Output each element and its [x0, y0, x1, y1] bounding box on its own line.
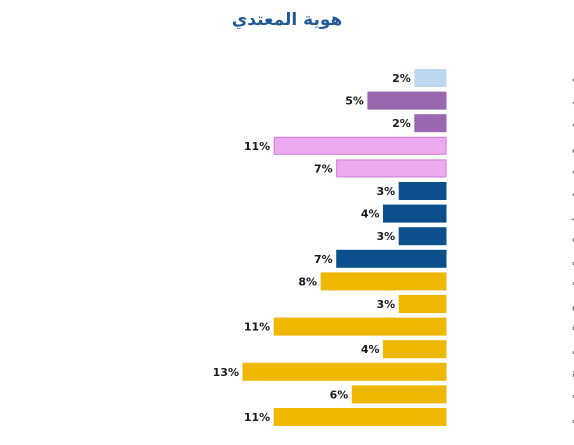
data-label: 4% [361, 343, 380, 356]
category-label: ابن عم\ة - ابن خال\ة [572, 321, 574, 334]
data-label: 11% [244, 140, 270, 153]
data-label: 7% [314, 253, 333, 266]
category-label: اب [572, 388, 574, 401]
bar [414, 69, 447, 87]
data-label: 11% [244, 411, 270, 424]
bar [383, 204, 447, 223]
bar [383, 340, 447, 359]
data-label: 11% [244, 321, 270, 334]
category-label: مرشد\ معالج\ معلم [572, 140, 574, 153]
bar [398, 182, 447, 200]
category-label: زميل [572, 185, 574, 198]
data-label: 3% [377, 185, 396, 198]
chart-title: هوية المعتدي [231, 10, 343, 30]
bar [242, 362, 447, 381]
category-label: احد افراد العائلة\ قريب [572, 275, 574, 288]
data-label: 3% [377, 298, 396, 311]
bar [414, 114, 447, 133]
data-label: 13% [213, 366, 239, 379]
category-label: معرفة سطحية [572, 95, 574, 108]
data-label: 8% [298, 275, 317, 288]
bar [320, 272, 447, 291]
category-label: اخ [572, 366, 574, 379]
bar [336, 159, 447, 178]
category-label: صديق [572, 253, 574, 267]
data-label: 7% [314, 162, 333, 175]
category-label: معرفة عن طريق الانترنت [572, 117, 574, 131]
bar [398, 295, 447, 313]
data-label: 2% [392, 117, 411, 130]
data-label: 3% [377, 230, 396, 243]
data-label: 5% [345, 95, 364, 108]
bar [273, 408, 447, 426]
category-label: عم\ خال [572, 343, 574, 356]
category-label: جار [571, 208, 574, 221]
category-label: غريب [572, 72, 574, 85]
bar [336, 249, 447, 268]
bar [398, 227, 447, 246]
category-label: أحد معارف الوالدين [572, 229, 574, 243]
category-label: زوج حالي\ سابق [572, 411, 574, 425]
bar [367, 91, 447, 110]
bar [273, 136, 447, 155]
data-label: 2% [392, 72, 411, 85]
category-label: زوج الام [572, 298, 574, 311]
category-label: صاحب سلطة\ مشغل [572, 162, 574, 175]
bar [351, 385, 447, 404]
bar [273, 317, 447, 336]
data-label: 4% [361, 208, 380, 221]
data-label: 6% [330, 388, 349, 401]
